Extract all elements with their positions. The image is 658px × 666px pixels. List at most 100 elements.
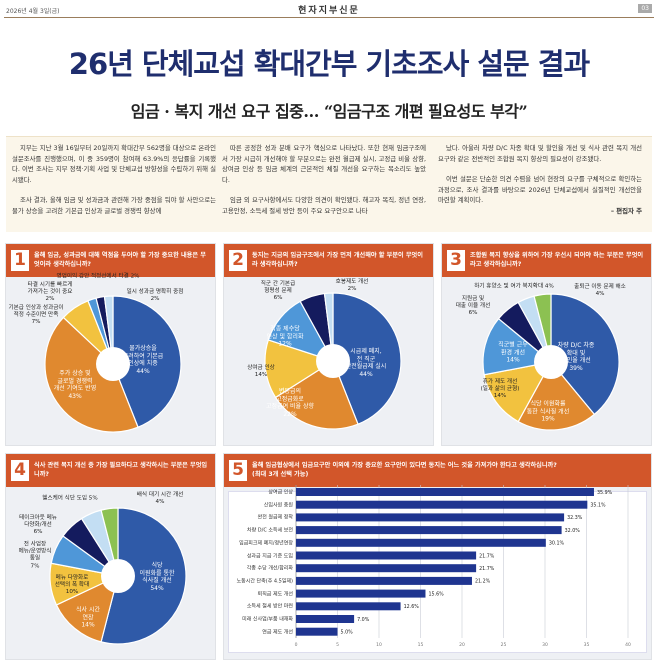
question-header: 1 올해 임금, 성과금에 대해 역점을 두어야 할 가장 중요한 내용은 무엇이… xyxy=(6,244,215,277)
slice-label: 차량 D/C 차종 확대 및 할인율 개선 39% xyxy=(557,341,595,372)
question-number: 2 xyxy=(229,250,247,271)
bar xyxy=(296,564,477,573)
question-text: 식사 관련 복지 개선 중 가장 필요하다고 생각하시는 부분은 무엇입니까? xyxy=(34,462,208,478)
question-text: 동지는 지금의 임금구조에서 가장 먼저 개선해야 할 부분이 무엇이라 생각하… xyxy=(252,252,423,268)
bar xyxy=(296,500,588,509)
x-tick-label: 25 xyxy=(501,642,507,648)
bar-category-label: 상여금 인상 xyxy=(268,489,293,496)
pie-slice xyxy=(112,295,182,429)
slice-label: 전 사업장 메뉴/운영방식 통일 7% xyxy=(18,541,52,570)
slice-label: 영업이익 감안 적정선에서 타결 2% xyxy=(56,273,140,280)
bar xyxy=(296,526,562,535)
x-tick-label: 35 xyxy=(584,642,590,648)
pie-chart-1 xyxy=(44,295,182,433)
question-text: 올해 임금, 성과금에 대해 역점을 두어야 할 가장 중요한 내용은 무엇이라… xyxy=(34,252,206,268)
x-tick-label: 5 xyxy=(336,642,339,648)
x-tick-label: 15 xyxy=(418,642,424,648)
question-header: 5 올해 임금협상에서 임금요구안 이외에 가장 중요한 요구안이 있다면 동지… xyxy=(224,454,651,487)
slice-label: 변동급의 고정급화로 고정급여 비율 상향 22% xyxy=(266,387,314,418)
bar-category-label: 차량 D/C 소득세 보전 xyxy=(247,527,293,534)
bar xyxy=(296,488,594,496)
bar-category-label: 노동시간 단축(주 4.5일제) xyxy=(236,578,293,585)
bar-value-label: 35.1% xyxy=(590,503,606,509)
pie-slice xyxy=(44,316,139,433)
question-header: 3 조합원 복지 향상을 위하여 가장 우선시 되어야 하는 부분은 무엇이라고 … xyxy=(442,244,651,277)
x-tick-label: 30 xyxy=(542,642,548,648)
slice-label: 테이크아웃 메뉴 다양화/개선 6% xyxy=(19,515,57,536)
slice-label: 각종 제수당 인상 및 합리화 12% xyxy=(266,325,304,348)
question-header: 2 동지는 지금의 임금구조에서 가장 먼저 개선해야 할 부분이 무엇이라 생각… xyxy=(224,244,433,277)
slice-label: 상여금 인상 14% xyxy=(247,364,275,378)
question-note: (최대 3개 선택 가능) xyxy=(252,471,309,478)
bar xyxy=(296,602,401,611)
question-number: 3 xyxy=(447,250,465,271)
slice-label: 타결 시기를 빠르게 가져가는 것이 중요 2% xyxy=(27,282,73,303)
slice-label: 직군 간 기본급 형평성 문제 6% xyxy=(260,281,296,302)
pie-chart-3 xyxy=(482,293,620,431)
bar-value-label: 30.1% xyxy=(549,541,565,547)
pie-slice xyxy=(483,361,553,423)
paragraph: 임금 외 요구사항에서도 다양한 의견이 확인됐다. 해고자 복직, 정년 연장… xyxy=(222,196,426,215)
bar-category-label: 퇴직금 제도 개선 xyxy=(257,591,293,598)
pie-hole xyxy=(316,344,350,378)
bar xyxy=(296,589,426,598)
bar-category-label: 성과급 지급 기준 도입 xyxy=(246,553,293,559)
x-tick-label: 10 xyxy=(376,642,382,648)
bar-category-label: 임금피크제 폐지/정년연장 xyxy=(239,540,293,547)
question-number: 1 xyxy=(11,250,29,271)
slice-label: 지원금 및 대출 이율 개선 6% xyxy=(455,296,491,317)
question-header: 4 식사 관련 복지 개선 중 가장 필요하다고 생각하시는 부분은 무엇입니까? xyxy=(6,454,215,487)
bar-value-label: 15.6% xyxy=(428,591,444,597)
bar-value-label: 35.9% xyxy=(597,490,613,496)
pie-slice xyxy=(103,295,114,365)
bar-value-label: 21.2% xyxy=(475,579,491,585)
paragraph: 이번 설문은 단순한 의견 수렴을 넘어 현장의 요구를 구체적으로 확인하는 … xyxy=(438,175,642,205)
bar-value-label: 7.0% xyxy=(357,617,370,623)
pie-hole xyxy=(534,345,568,379)
bar-category-label: 연금 제도 개선 xyxy=(262,629,293,636)
article-column-1: 지부는 지난 3월 16일부터 20일까지 확대간부 562명을 대상으로 온라… xyxy=(12,143,216,227)
slice-label: 식사 시간 연장 14% xyxy=(76,606,100,629)
slice-label: 호봉제도 개선 2% xyxy=(335,278,369,292)
x-tick-label: 0 xyxy=(295,642,298,648)
page-number: 03 xyxy=(638,4,652,13)
slice-label: 물가상승을 고려하여 기본급 인상에 치중 44% xyxy=(122,344,164,375)
slice-label: 식당 이원화를 통한 식사질 개선 19% xyxy=(526,400,570,423)
headline: 26년 단체교섭 확대간부 기초조사 설문 결과 xyxy=(68,47,590,81)
slice-label: 하기 휴양소 및 여가 복지확대 4% xyxy=(474,283,554,290)
x-tick-label: 20 xyxy=(459,642,465,648)
pie-slice xyxy=(274,360,359,430)
bar-category-label: 신입사원 충원 xyxy=(263,502,293,509)
pie-slice xyxy=(264,339,335,399)
bar-category-label: 완전 월급제 정착 xyxy=(257,514,293,521)
editor-note: – 편집자 주 xyxy=(610,206,642,215)
issue-date: 2026년 4월 3일(금) xyxy=(6,8,60,15)
article-column-2: 따른 공정한 성과 분배 요구가 핵심으로 나타났다. 또한 현재 임금구조에서… xyxy=(222,143,426,227)
bar-value-label: 32.3% xyxy=(567,515,583,521)
pie-slice xyxy=(323,292,334,362)
bar-category-label: 소득세 절세 방안 마련 xyxy=(246,603,293,610)
article-column-3: 났다. 아울러 차량 D/C 차종 확대 및 할인율 개선 및 식사 관련 복지… xyxy=(438,143,642,217)
bar xyxy=(296,551,477,560)
question-text: 조합원 복지 향상을 위하여 가장 우선시 되어야 하는 부분은 무엇이라고 생… xyxy=(470,252,644,268)
slice-label: 휴가 제도 개선 (일과 삶의 균형) 14% xyxy=(480,379,520,400)
pie-slice xyxy=(550,293,620,416)
pie-slice xyxy=(100,507,119,577)
slice-label: 출퇴근 이동 문제 해소 4% xyxy=(574,283,626,297)
slice-label: 배식 대기 시간 개선 4% xyxy=(136,491,184,505)
slice-label: 시급제 폐지, 전 직군 완전월급제 실시 44% xyxy=(345,347,387,378)
pie-chart-2 xyxy=(264,292,402,430)
header-divider xyxy=(4,17,654,18)
bar-value-label: 32.0% xyxy=(565,528,581,534)
newspaper-name: 현자지부신문 xyxy=(298,6,360,16)
slice-label: 헬스케어 식단 도입 5% xyxy=(42,495,98,502)
pie-slice xyxy=(100,507,187,645)
bar xyxy=(296,627,338,636)
question-text-block: 올해 임금협상에서 임금요구안 이외에 가장 중요한 요구안이 있다면 동지는 … xyxy=(252,461,645,479)
slice-label: 직군별 근무 환경 개선 14% xyxy=(498,341,528,364)
bar-category-label: 각종 수당 개선/합리화 xyxy=(246,565,293,572)
pie-slice xyxy=(332,292,402,426)
slice-label: 기본급 인상과 성과금이 적정 수준이면 만족 7% xyxy=(8,305,64,326)
pie-slice xyxy=(482,317,553,376)
